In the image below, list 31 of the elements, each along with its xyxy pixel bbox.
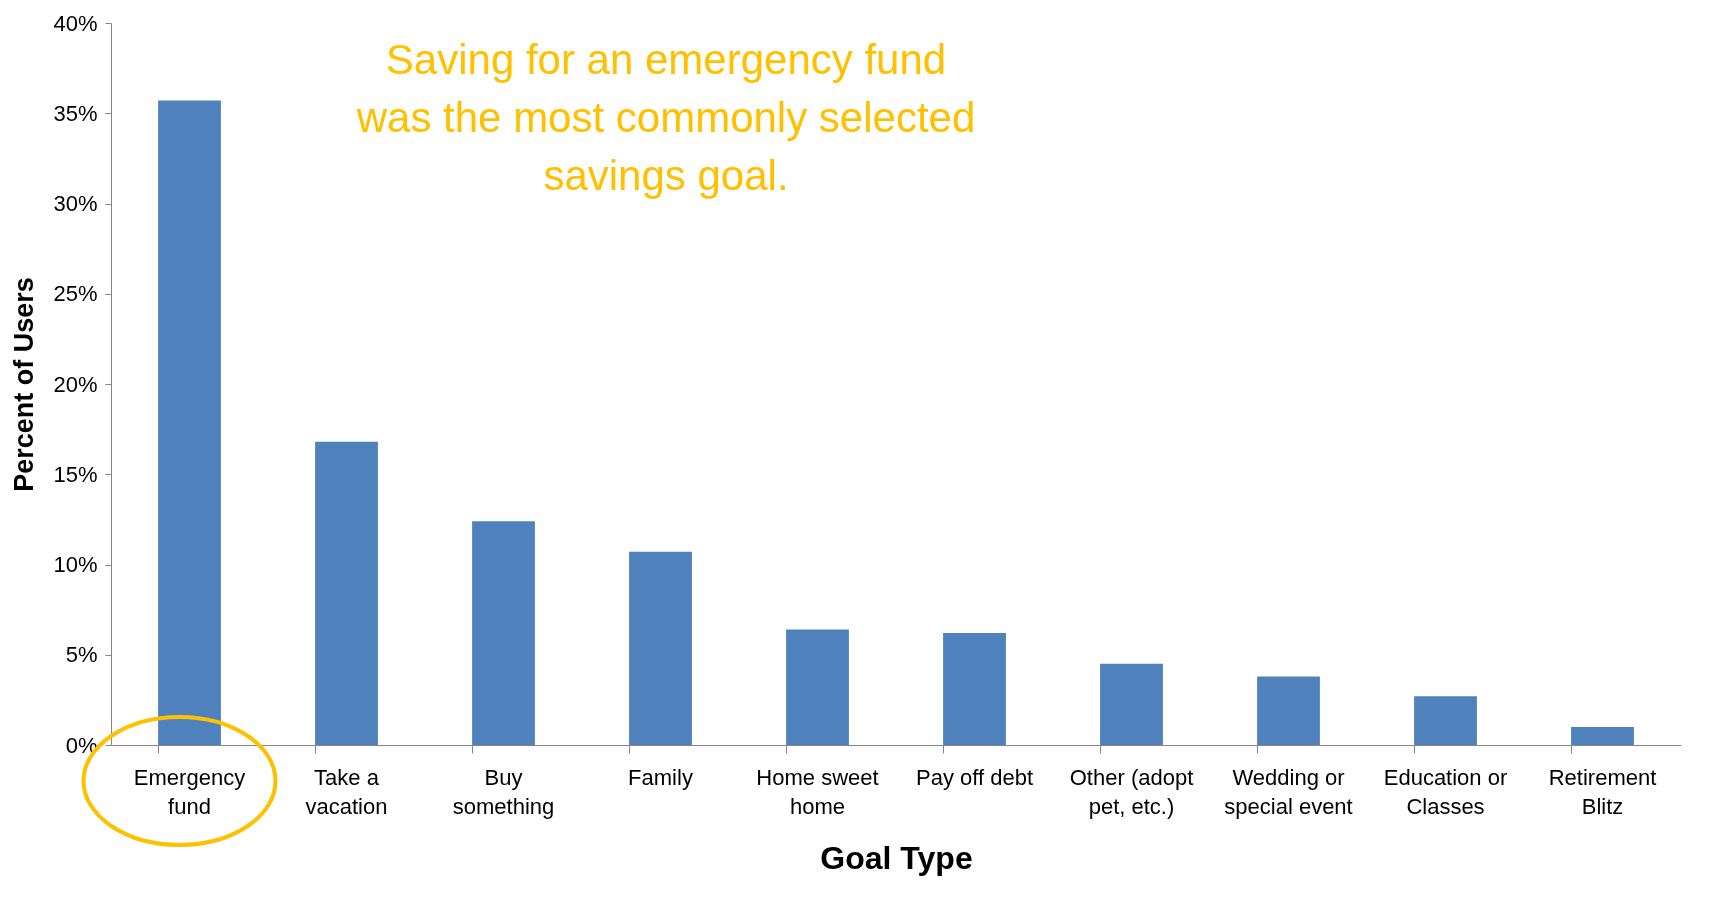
x-tick-label: Emergency fund (133, 764, 246, 819)
y-tick-label: 35% (53, 100, 98, 126)
x-tick-label: Other (adopt pet, etc.) (1069, 764, 1194, 819)
x-tick-label: Wedding or special event (1224, 764, 1353, 819)
bar (315, 441, 378, 745)
bar (1414, 696, 1477, 745)
y-tick-label: 20% (53, 371, 98, 397)
x-tick-label: Family (628, 764, 693, 790)
x-tick-label: Pay off debt (915, 764, 1034, 790)
bar (943, 633, 1006, 745)
x-tick-label: Retirement Blitz (1548, 764, 1657, 819)
bar (1571, 726, 1634, 745)
bar (472, 521, 535, 745)
x-axis-title: Goal Type (820, 839, 973, 876)
x-tick-label: Home sweet home (756, 764, 879, 819)
y-tick-label: 30% (53, 191, 98, 216)
bar (786, 629, 849, 745)
x-tick-label: Take a vacation (305, 764, 388, 819)
x-tick-label: Buy something (452, 764, 555, 819)
bar (1100, 663, 1163, 745)
y-axis-title: Percent of Users (9, 277, 40, 492)
y-tick-label: 40% (53, 10, 98, 36)
y-tick-label: 5% (65, 642, 98, 668)
bar (158, 100, 221, 745)
x-tick-label: Education or Classes (1383, 764, 1508, 819)
bar (1257, 676, 1320, 745)
bar (629, 551, 692, 745)
y-tick-label: 10% (53, 552, 98, 577)
annotation: Saving for an emergency fund was the most commonly selected savings goal. (355, 36, 976, 199)
y-tick-label: 25% (53, 281, 98, 307)
y-tick-label: 15% (53, 461, 98, 487)
